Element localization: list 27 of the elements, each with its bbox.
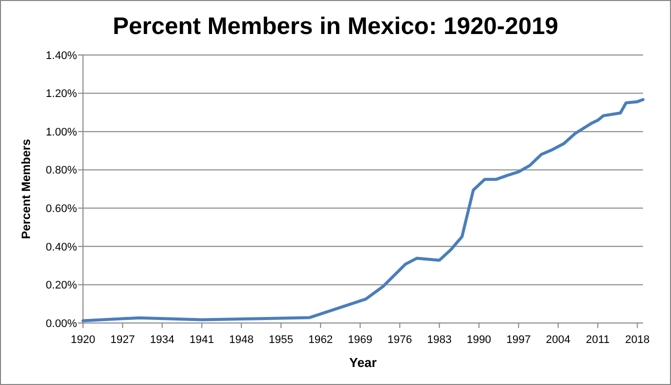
y-tick-label: 1.00%	[46, 126, 78, 138]
y-axis-title: Percent Members	[19, 138, 33, 240]
x-tick-label: 1948	[229, 334, 254, 346]
chart-title: Percent Members in Mexico: 1920-2019	[112, 13, 558, 40]
x-tick-label: 1927	[110, 334, 135, 346]
y-tick-label: 0.20%	[46, 280, 78, 292]
x-tick-label: 1962	[308, 334, 333, 346]
x-tick-label: 1920	[70, 334, 96, 346]
y-tick-label: 1.20%	[46, 88, 78, 100]
line-series	[82, 98, 644, 322]
x-tick-label: 1976	[388, 334, 412, 346]
x-tick-label: 1990	[466, 334, 492, 346]
x-tick-label: 1941	[190, 334, 214, 346]
x-tick-label: 2018	[625, 334, 650, 346]
y-tick-label: 0.80%	[46, 164, 78, 177]
x-tick-label: 1983	[427, 334, 452, 346]
y-tick-label: 1.40%	[46, 50, 78, 62]
y-tick-label: 0.60%	[46, 202, 78, 215]
x-tick-label: 1934	[150, 334, 174, 346]
x-tick-label: 2004	[546, 334, 570, 346]
x-tick-label: 1969	[348, 334, 372, 346]
x-tick-label: 1997	[506, 334, 531, 346]
x-axis-title: Year	[349, 355, 377, 370]
x-tick-label: 1955	[268, 334, 294, 346]
y-tick-label: 0.00%	[46, 318, 78, 330]
y-tick-label: 0.40%	[46, 241, 78, 254]
x-tick-label: 2011	[586, 334, 610, 346]
